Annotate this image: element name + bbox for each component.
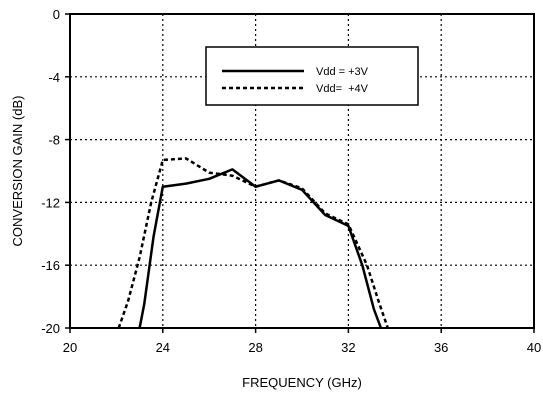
x-tick-label: 24 bbox=[156, 340, 170, 355]
legend-label-vdd-3v: Vdd = +3V bbox=[316, 66, 369, 78]
x-tick-label: 20 bbox=[63, 340, 77, 355]
legend-label-vdd-4v: Vdd= +4V bbox=[316, 83, 369, 95]
y-tick-label: 0 bbox=[53, 7, 60, 22]
y-tick-labels: 0 -4 -8 -12 -16 -20 bbox=[41, 7, 70, 336]
plot-frame bbox=[69, 13, 535, 329]
x-tick-label: 28 bbox=[248, 340, 262, 355]
series-layer bbox=[117, 157, 389, 329]
x-tick-label: 36 bbox=[434, 340, 448, 355]
series-line-vdd-3v bbox=[138, 168, 383, 329]
x-tick-labels: 20 24 28 32 36 40 bbox=[63, 328, 541, 355]
grid bbox=[70, 14, 534, 328]
x-tick-label: 32 bbox=[341, 340, 355, 355]
y-tick-label: -16 bbox=[41, 258, 60, 273]
series-line-vdd-4v bbox=[117, 157, 389, 329]
x-tick-label: 40 bbox=[527, 340, 541, 355]
legend-box bbox=[205, 46, 419, 106]
y-tick-label: -20 bbox=[41, 321, 60, 336]
x-axis-label: FREQUENCY (GHz) bbox=[242, 375, 362, 390]
legend: Vdd = +3V Vdd= +4V bbox=[205, 46, 419, 106]
y-tick-label: -4 bbox=[48, 70, 60, 85]
y-axis-label: CONVERSION GAIN (dB) bbox=[10, 96, 25, 247]
y-tick-label: -12 bbox=[41, 195, 60, 210]
y-tick-label: -8 bbox=[48, 133, 60, 148]
